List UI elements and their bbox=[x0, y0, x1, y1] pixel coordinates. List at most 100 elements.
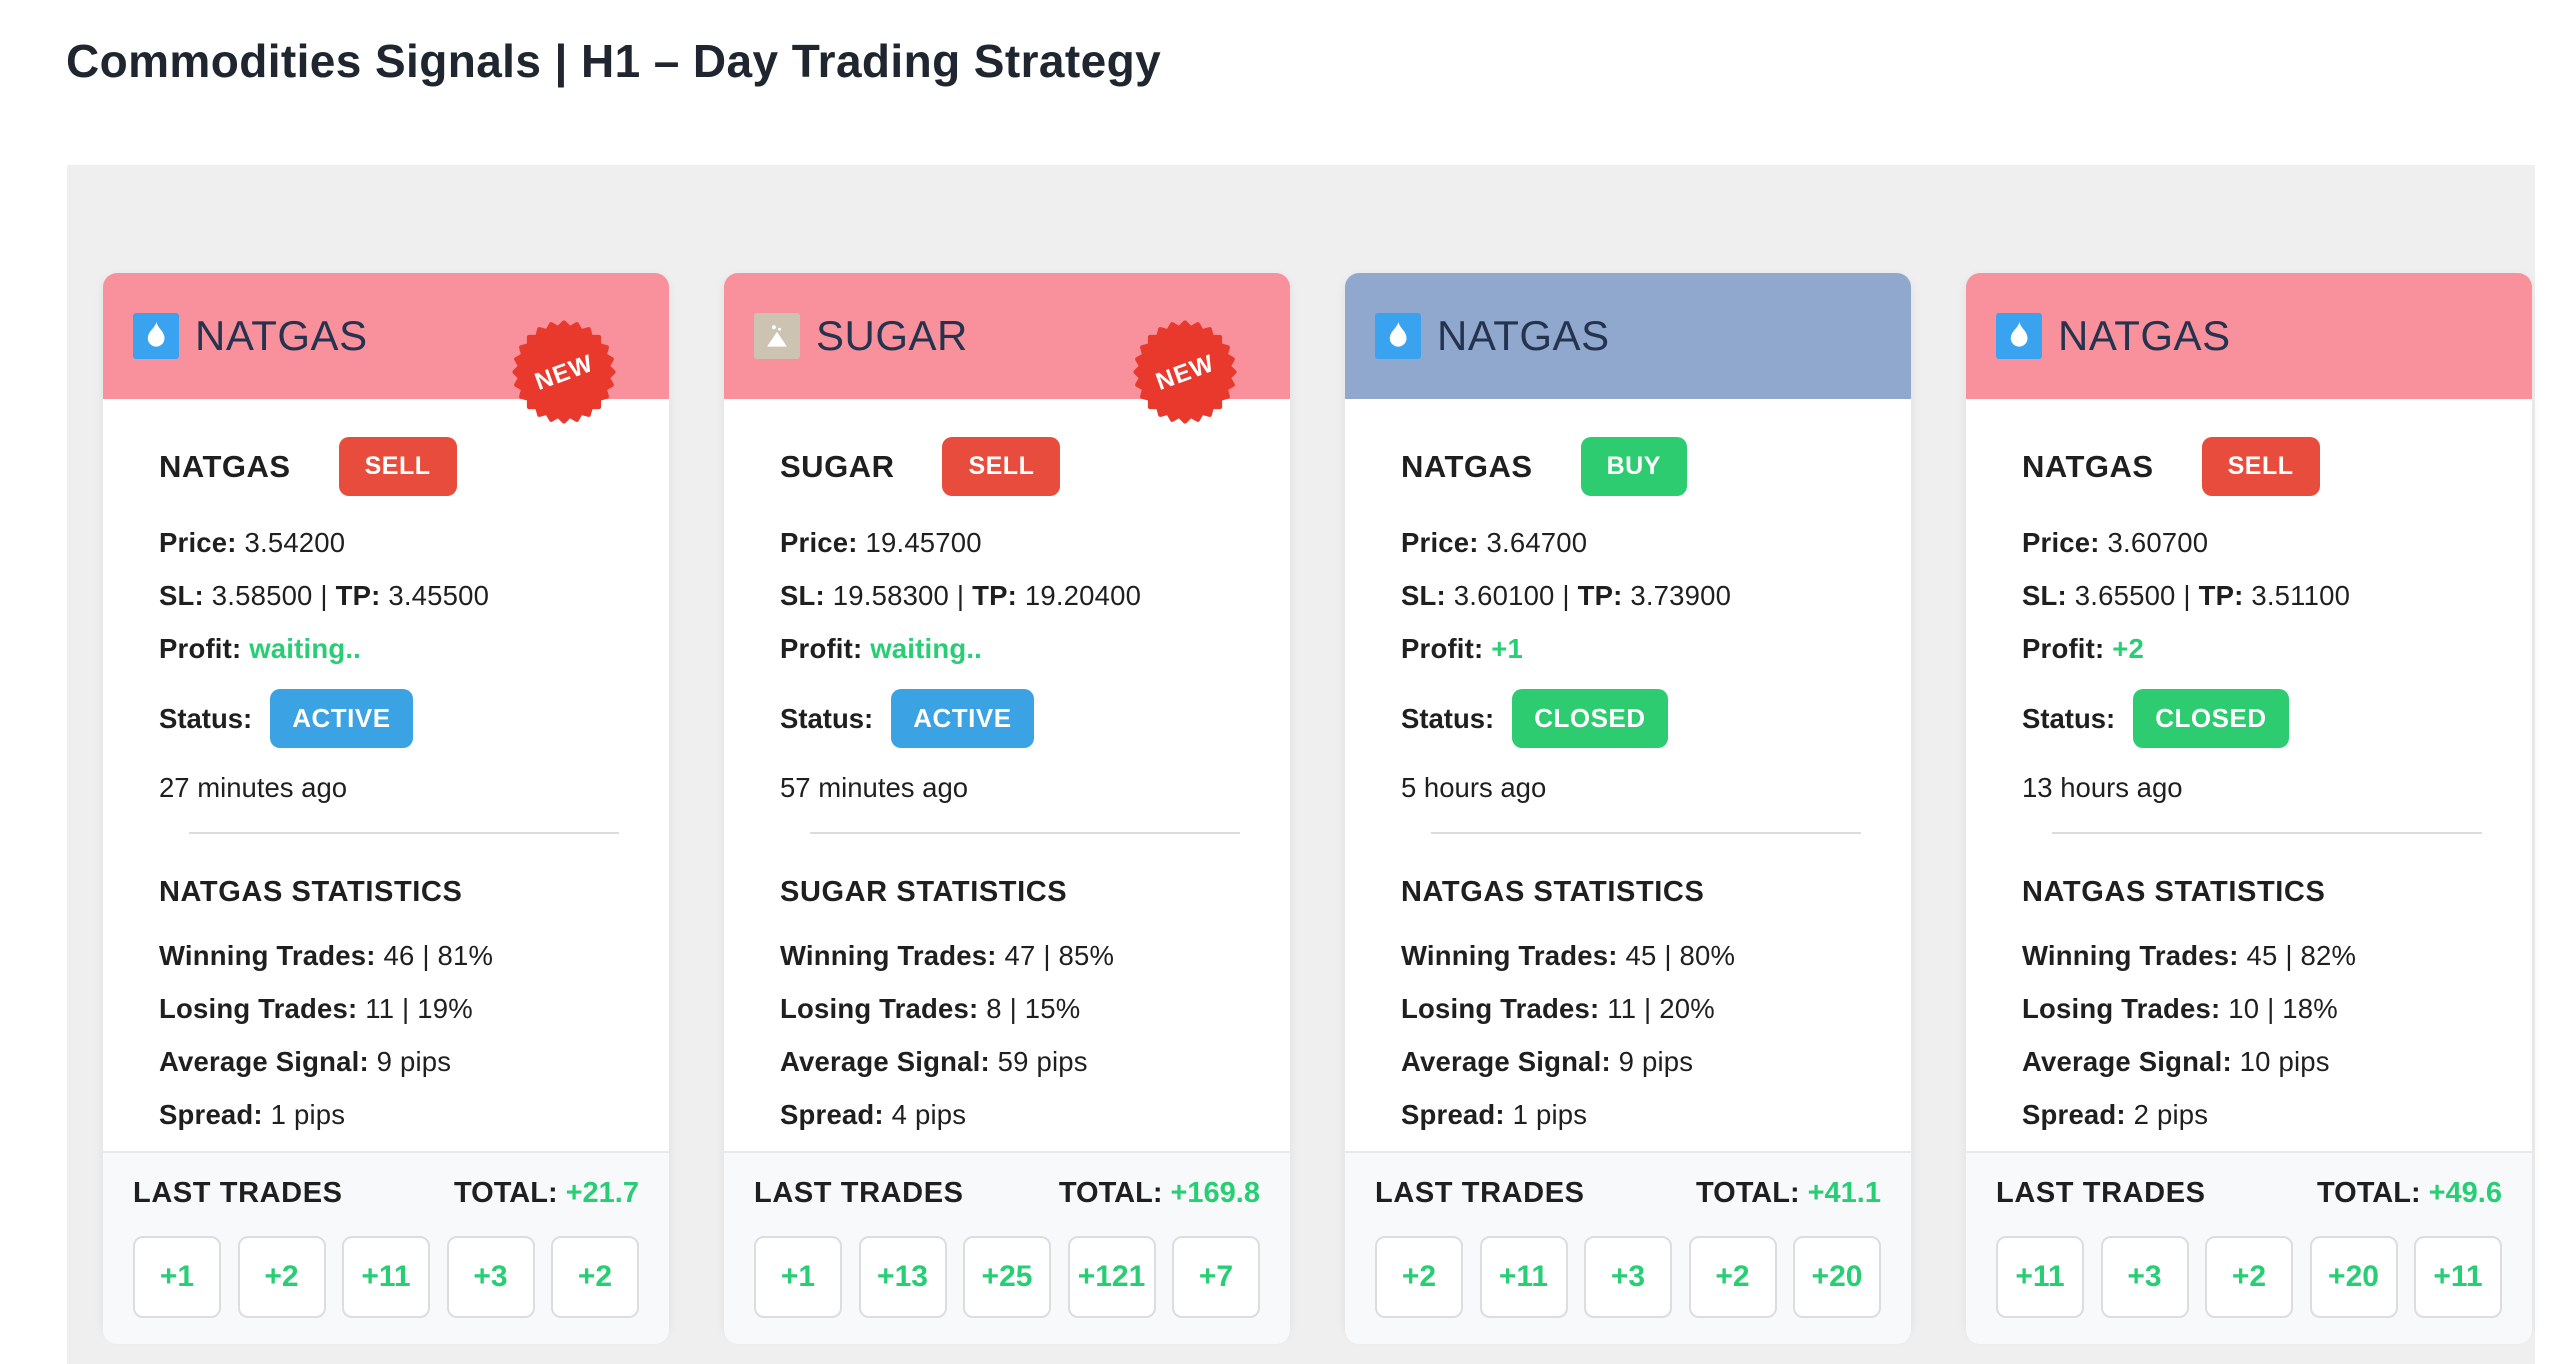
card-body: SUGAR SELL Price: 19.45700 SL: 19.58300 … bbox=[724, 399, 1290, 834]
trade-chip[interactable]: +121 bbox=[1067, 1236, 1156, 1318]
total-label: TOTAL: bbox=[2316, 1177, 2421, 1209]
trade-chip[interactable]: +2 bbox=[237, 1236, 326, 1318]
trade-chip[interactable]: +2 bbox=[1375, 1236, 1463, 1318]
section-divider bbox=[189, 832, 619, 834]
last-trades-chips: +2 +11 +3 +2 +20 bbox=[1375, 1236, 1881, 1318]
trade-chip[interactable]: +11 bbox=[342, 1236, 430, 1318]
trade-chip[interactable]: +11 bbox=[2414, 1236, 2502, 1318]
winning-trades-value: 45 | 80% bbox=[1625, 940, 1736, 971]
status-row: Status: CLOSED bbox=[1401, 689, 1881, 748]
flame-icon bbox=[2010, 321, 2028, 347]
losing-trades-value: 11 | 20% bbox=[1607, 993, 1715, 1024]
winning-trades-row: Winning Trades: 45 | 80% bbox=[1401, 939, 1881, 972]
sl-value: 3.58500 bbox=[211, 580, 313, 611]
average-signal-label: Average Signal: bbox=[159, 1046, 369, 1077]
sl-value: 3.60100 bbox=[1453, 580, 1555, 611]
symbol-name: NATGAS bbox=[1401, 448, 1533, 484]
price-row: Price: 3.54200 bbox=[159, 526, 639, 559]
sl-label: SL: bbox=[780, 580, 825, 611]
profit-row: Profit: +1 bbox=[1401, 632, 1881, 665]
status-row: Status: CLOSED bbox=[2022, 689, 2502, 748]
trade-chip[interactable]: +7 bbox=[1172, 1236, 1260, 1318]
spread-row: Spread: 2 pips bbox=[2022, 1098, 2502, 1131]
card-header: NATGAS bbox=[1345, 273, 1911, 399]
statistics-title: NATGAS STATISTICS bbox=[2022, 876, 2326, 908]
status-label: Status: bbox=[1401, 702, 1495, 734]
profit-value: waiting.. bbox=[249, 633, 362, 664]
trade-chip[interactable]: +11 bbox=[1479, 1236, 1568, 1318]
time-ago: 13 hours ago bbox=[2022, 772, 2183, 803]
trade-chip[interactable]: +1 bbox=[754, 1236, 842, 1318]
tp-value: 3.51100 bbox=[2251, 580, 2351, 611]
winning-trades-row: Winning Trades: 45 | 82% bbox=[2022, 939, 2502, 972]
sl-tp-separator: | bbox=[956, 580, 965, 611]
card-body: NATGAS SELL Price: 3.60700 SL: 3.65500 |… bbox=[1966, 399, 2532, 834]
time-ago: 5 hours ago bbox=[1401, 772, 1547, 803]
trade-chip[interactable]: +3 bbox=[446, 1236, 535, 1318]
tp-value: 19.20400 bbox=[1024, 580, 1142, 611]
sl-tp-separator: | bbox=[1562, 580, 1570, 611]
section-divider bbox=[1431, 832, 1861, 834]
new-starburst-icon: NEW bbox=[512, 320, 616, 424]
average-signal-row: Average Signal: 9 pips bbox=[1401, 1045, 1881, 1078]
trade-chip[interactable]: +20 bbox=[2309, 1236, 2398, 1318]
average-signal-value: 9 pips bbox=[1618, 1046, 1694, 1077]
losing-trades-label: Losing Trades: bbox=[780, 993, 979, 1024]
price-label: Price: bbox=[2022, 527, 2100, 558]
symbol-icon bbox=[1375, 313, 1421, 359]
header-symbol: NATGAS bbox=[195, 312, 368, 359]
total-wrap: TOTAL: +41.1 bbox=[1696, 1177, 1881, 1210]
name-row: NATGAS SELL bbox=[2022, 437, 2502, 496]
trade-chip[interactable]: +2 bbox=[551, 1236, 639, 1318]
average-signal-row: Average Signal: 10 pips bbox=[2022, 1045, 2502, 1078]
card-footer: LAST TRADES TOTAL: +169.8 +1 +13 +25 +121 +7 bbox=[724, 1151, 1290, 1344]
trade-chip[interactable]: +2 bbox=[1688, 1236, 1777, 1318]
sl-tp-row: SL: 3.60100 | TP: 3.73900 bbox=[1401, 579, 1881, 612]
footer-head: LAST TRADES TOTAL: +21.7 bbox=[133, 1177, 639, 1210]
winning-trades-label: Winning Trades: bbox=[2022, 940, 2239, 971]
trade-chip[interactable]: +2 bbox=[2205, 1236, 2293, 1318]
trade-chip[interactable]: +13 bbox=[858, 1236, 947, 1318]
price-value: 19.45700 bbox=[865, 527, 982, 558]
card-footer: LAST TRADES TOTAL: +49.6 +11 +3 +2 +20 +11 bbox=[1966, 1151, 2532, 1344]
spread-row: Spread: 1 pips bbox=[159, 1098, 639, 1131]
tp-value: 3.45500 bbox=[388, 580, 490, 611]
trade-chip[interactable]: +3 bbox=[1584, 1236, 1672, 1318]
status-row: Status: ACTIVE bbox=[780, 689, 1260, 748]
last-trades-label: LAST TRADES bbox=[754, 1177, 964, 1209]
losing-trades-value: 11 | 19% bbox=[365, 993, 473, 1024]
symbol-name: SUGAR bbox=[780, 448, 895, 484]
symbol-name: NATGAS bbox=[159, 448, 291, 484]
sl-tp-row: SL: 3.65500 | TP: 3.51100 bbox=[2022, 579, 2502, 612]
winning-trades-value: 45 | 82% bbox=[2246, 940, 2357, 971]
spread-label: Spread: bbox=[780, 1099, 884, 1130]
price-value: 3.54200 bbox=[244, 527, 346, 558]
total-label: TOTAL: bbox=[453, 1177, 558, 1209]
trade-chip[interactable]: +25 bbox=[963, 1236, 1051, 1318]
signal-card: NATGAS NEW NATGAS SELL Price: 3.6070 bbox=[1966, 273, 2532, 1344]
sl-value: 3.65500 bbox=[2074, 580, 2176, 611]
spread-value: 4 pips bbox=[891, 1099, 967, 1130]
last-trades-label: LAST TRADES bbox=[133, 1177, 343, 1209]
total-label: TOTAL: bbox=[1695, 1177, 1800, 1209]
card-footer: LAST TRADES TOTAL: +41.1 +2 +11 +3 +2 +20 bbox=[1345, 1151, 1911, 1344]
tp-label: TP: bbox=[972, 580, 1017, 611]
trade-chip[interactable]: +20 bbox=[1793, 1236, 1881, 1318]
card-body: NATGAS SELL Price: 3.54200 SL: 3.58500 |… bbox=[103, 399, 669, 834]
spread-row: Spread: 4 pips bbox=[780, 1098, 1260, 1131]
trade-chip[interactable]: +11 bbox=[1996, 1236, 2084, 1318]
sl-value: 19.58300 bbox=[832, 580, 950, 611]
last-trades-label: LAST TRADES bbox=[1996, 1177, 2206, 1209]
last-trades-chips: +1 +13 +25 +121 +7 bbox=[754, 1236, 1260, 1318]
statistics-title: NATGAS STATISTICS bbox=[1401, 876, 1705, 908]
card-body: NATGAS BUY Price: 3.64700 SL: 3.60100 | … bbox=[1345, 399, 1911, 834]
signals-panel: NATGAS NEW NATGAS SELL Price: 3.5420 bbox=[67, 165, 2535, 1364]
symbol-name: NATGAS bbox=[2022, 448, 2154, 484]
last-trades-chips: +11 +3 +2 +20 +11 bbox=[1996, 1236, 2502, 1318]
trade-chip[interactable]: +3 bbox=[2100, 1236, 2189, 1318]
direction-badge: SELL bbox=[338, 437, 457, 496]
card-header: NATGAS bbox=[1966, 273, 2532, 399]
trade-chip[interactable]: +1 bbox=[133, 1236, 221, 1318]
profit-value: +2 bbox=[2112, 633, 2144, 664]
price-label: Price: bbox=[159, 527, 237, 558]
